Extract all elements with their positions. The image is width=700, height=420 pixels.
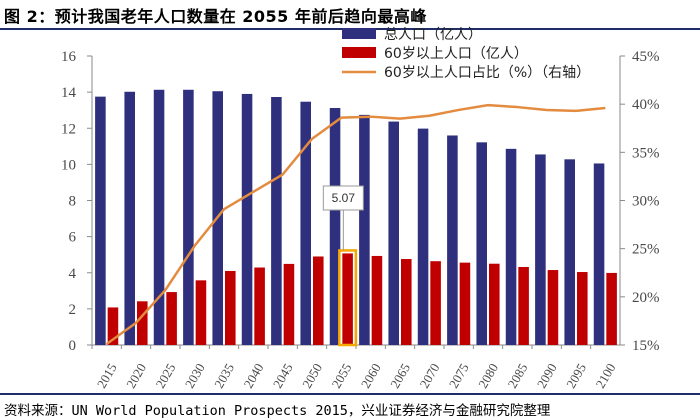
legend-swatch [342,28,376,39]
bar-elderly-population [606,272,617,345]
bar-total-population [241,93,253,346]
bar-total-population [124,91,135,345]
bar-elderly-population [225,270,236,345]
bar-elderly-population [137,301,148,345]
highlight-box [338,249,358,347]
x-tick-label: 2085 [504,361,530,391]
left-tick-label: 0 [69,338,77,354]
bar-total-population [300,101,311,346]
left-tick-label: 4 [69,266,77,282]
ratio-line [105,103,606,346]
bar-elderly-population [342,253,353,345]
x-tick-label: 2055 [328,361,354,391]
x-tick-label: 2040 [240,361,266,391]
bar-total-population [95,96,106,345]
bar-total-population [476,142,487,345]
right-tick-label: 25% [632,242,660,258]
bar-elderly-population [518,266,529,345]
right-tick-label: 45% [632,49,660,65]
right-tick-label: 35% [632,145,660,161]
bar-total-population [535,154,546,345]
left-tick-label: 14 [61,85,77,101]
legend-label: 60岁以上人口占比（%）（右轴） [384,65,590,81]
legend-swatch [342,47,376,58]
x-tick-label: 2100 [592,361,618,391]
legend-label: 总人口（亿人） [384,27,482,43]
bar-elderly-population [489,263,500,345]
annotation: 5.07 [322,185,364,347]
header-bar: 图 2：预计我国老年人口数量在 2055 年前后趋向最高峰 [0,0,700,26]
right-tick-label: 15% [632,338,660,354]
left-tick-label: 2 [69,302,77,318]
right-tick-label: 30% [632,194,660,210]
bar-total-population [447,135,458,345]
bar-elderly-population [547,270,559,345]
bar-total-population [505,148,517,345]
x-tick-label: 2030 [182,361,208,391]
bar-elderly-population [107,307,119,345]
x-tick-label: 2035 [211,361,237,391]
right-tick-label: 40% [632,97,660,113]
bar-total-population [329,108,341,346]
bar-elderly-population [430,261,441,345]
bar-elderly-population [459,262,471,345]
bar-elderly-population [254,267,265,345]
x-tick-label: 2095 [563,361,589,391]
x-tick-label: 2075 [446,361,472,391]
left-tick-label: 12 [61,121,76,137]
x-tick-label: 2060 [358,361,384,391]
x-tick-label: 2050 [299,361,325,391]
left-tick-label: 10 [61,157,76,173]
bar-elderly-population [166,292,177,345]
legend-label: 60岁以上人口（亿人） [384,46,528,62]
ratio-line-series [105,103,606,346]
callout-value: 5.07 [332,191,356,205]
legend: 总人口（亿人） 60岁以上人口（亿人） 60岁以上人口占比（%）（右轴） [342,27,590,81]
x-tick-label: 2045 [270,361,296,391]
bar-total-population [388,121,399,346]
bar-total-population [359,114,370,345]
x-tick-label: 2065 [387,361,413,391]
figure-title: 图 2：预计我国老年人口数量在 2055 年前后趋向最高峰 [4,7,427,26]
right-tick-label: 20% [632,290,660,306]
source-note: 资料来源：UN World Population Prospects 2015，… [4,403,551,419]
bar-elderly-population [401,259,412,345]
bar-total-population [564,159,575,345]
bottom-rule [0,393,700,395]
x-tick-label: 2020 [123,361,149,391]
bar-total-population [593,163,605,345]
bar-elderly-population [371,255,383,345]
bar-elderly-population [313,256,324,345]
x-tick-label: 2015 [94,361,120,391]
bar-total-population [183,89,194,345]
bar-total-population [153,89,165,345]
x-tick-label: 2025 [152,361,178,391]
bar-elderly-population [577,272,588,345]
x-tick-label: 2080 [475,361,501,391]
bar-total-population [417,128,429,345]
left-tick-label: 6 [69,230,77,246]
bar-total-population [271,97,282,345]
left-tick-label: 8 [69,194,77,210]
left-tick-label: 16 [61,49,77,65]
x-tick-label: 2090 [534,361,560,391]
x-tick-label: 2070 [416,361,442,391]
bar-elderly-population [195,280,207,345]
bar-elderly-population [283,263,295,345]
